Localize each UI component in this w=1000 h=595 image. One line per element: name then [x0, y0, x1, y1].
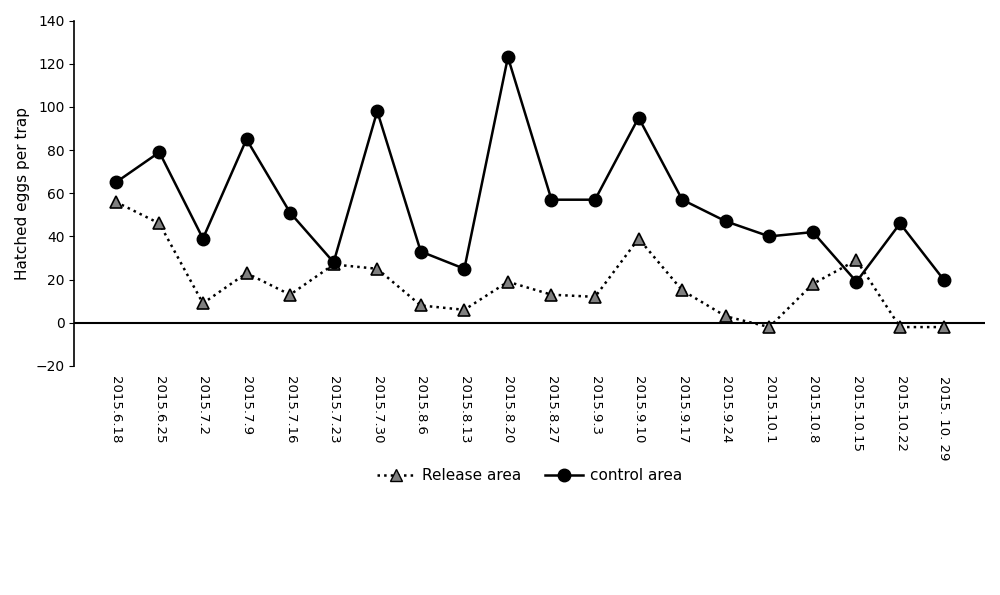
Y-axis label: Hatched eggs per trap: Hatched eggs per trap: [15, 107, 30, 280]
Legend: Release area, control area: Release area, control area: [371, 462, 689, 490]
